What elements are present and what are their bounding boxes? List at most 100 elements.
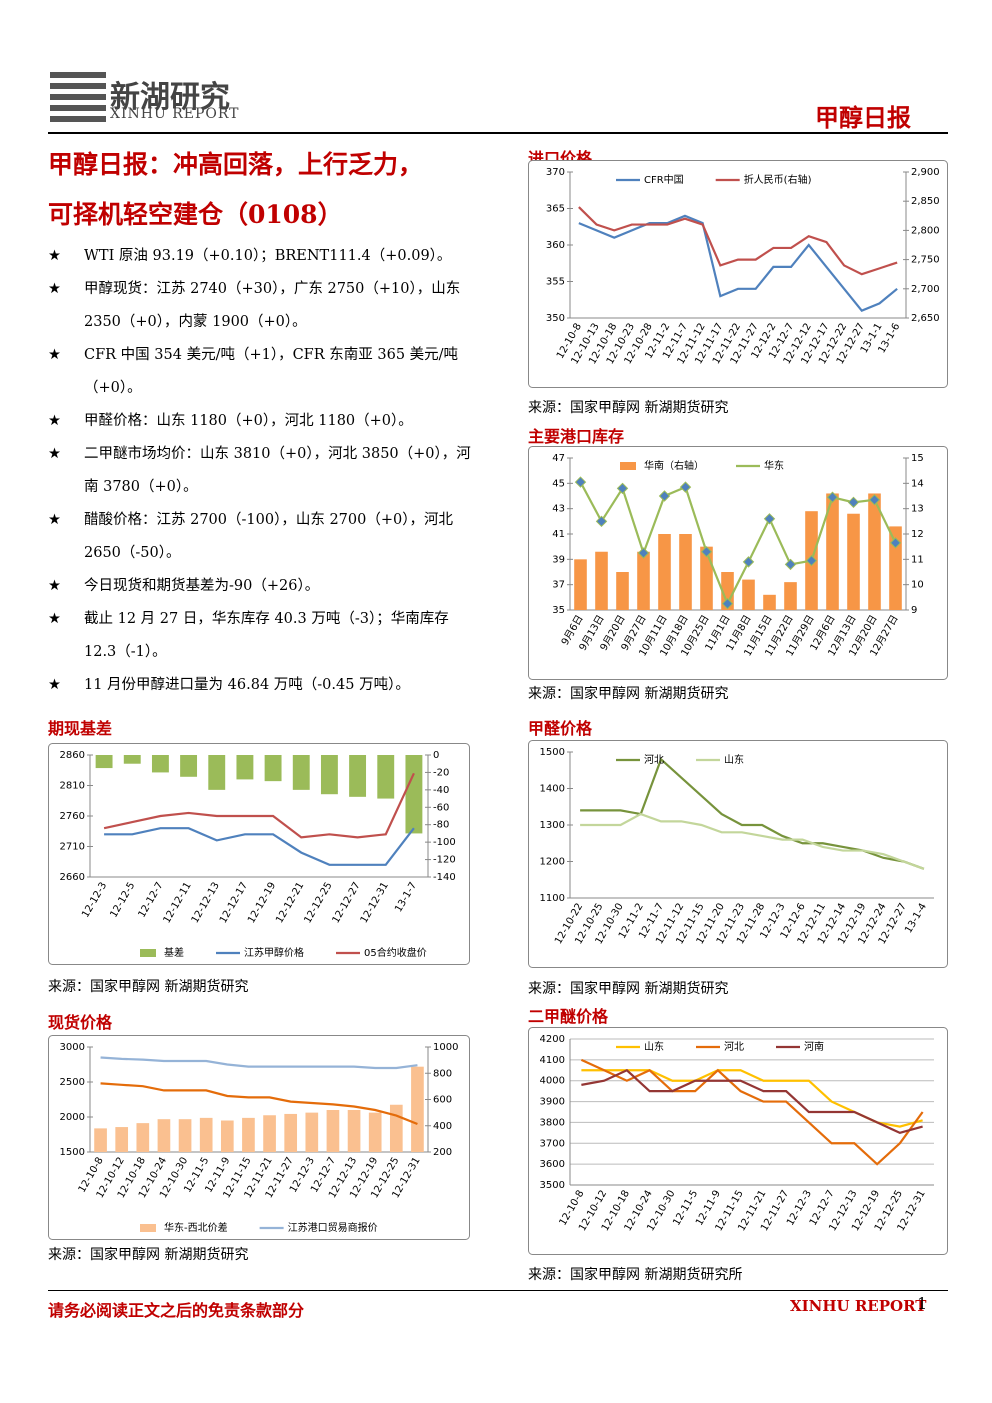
bar <box>157 1119 171 1152</box>
bar <box>847 513 860 610</box>
tick-label: 1100 <box>540 893 565 904</box>
tick-label: 13 <box>911 504 924 515</box>
tick-label: -100 <box>433 837 456 848</box>
tick-label: 43 <box>552 504 565 515</box>
line <box>579 481 897 607</box>
line <box>103 772 415 839</box>
legend-label: 基差 <box>164 946 184 959</box>
legend-label: 折人民币(右轴) <box>744 173 812 186</box>
title-line: 可择机轻空建仓（0108） <box>48 200 343 229</box>
brand: XINHU REPORT <box>790 1297 927 1315</box>
tick-label: 3900 <box>540 1097 565 1108</box>
bullet: CFR 中国 354 美元/吨（+1），CFR 东南亚 365 美元/吨（+0）… <box>48 339 478 405</box>
tick-label: 2,650 <box>911 313 940 324</box>
marker <box>658 490 671 502</box>
bar <box>347 1110 361 1152</box>
bar <box>889 526 902 610</box>
tick-label: 4200 <box>540 1034 565 1045</box>
tick-label: -80 <box>433 820 449 831</box>
logo-mark <box>50 72 106 122</box>
legend-label: CFR中国 <box>644 173 684 186</box>
tick-label: 15 <box>911 453 924 464</box>
bar <box>94 1128 107 1152</box>
tick-label: 41 <box>552 529 565 540</box>
disclaimer: 请务必阅读正文之后的免责条款部分 <box>48 1301 305 1320</box>
marker <box>700 546 713 558</box>
tick-label: 400 <box>433 1121 452 1132</box>
tick-label: 3800 <box>540 1117 565 1128</box>
bar <box>377 755 395 799</box>
tick-label: 2000 <box>60 1112 85 1123</box>
bar <box>763 594 776 610</box>
marker <box>784 558 797 571</box>
header-rule <box>48 132 948 134</box>
bar <box>263 1115 276 1152</box>
legend-swatch <box>140 1224 156 1232</box>
legend-swatch <box>140 949 156 957</box>
bar <box>242 1117 255 1152</box>
marker <box>721 597 734 610</box>
bar <box>700 546 713 610</box>
tick-label: 2710 <box>60 842 85 853</box>
bar <box>742 579 755 610</box>
tick-label: 1400 <box>540 784 565 795</box>
legend-label: 江苏甲醇价格 <box>244 946 304 959</box>
legend-label: 河南 <box>804 1040 824 1053</box>
chart-frame <box>528 160 948 388</box>
tick-label: 365 <box>546 204 565 215</box>
bar <box>220 1120 234 1152</box>
tick-label: 1500 <box>60 1147 85 1158</box>
tick-label: 2,850 <box>911 196 940 207</box>
legend-label: 华东 <box>764 459 784 472</box>
source-note: 来源：国家甲醇网 新湖期货研究 <box>528 686 729 702</box>
line <box>581 1068 923 1135</box>
legend-label: 河北 <box>724 1041 744 1053</box>
bar <box>180 755 198 777</box>
chart-frame <box>528 1027 948 1255</box>
tick-label: 0 <box>433 750 439 761</box>
tick-label: 2810 <box>60 781 85 792</box>
bullet: 二甲醚市场均价：山东 3810（+0），河北 3850（+0），河南 3780（… <box>48 438 478 504</box>
bullet: 甲醛价格：山东 1180（+0），河北 1180（+0）。 <box>48 405 478 438</box>
chart: 2660 2710 2760 2810 2860 -140 -120 -100 -80 -60 -4… <box>48 743 470 965</box>
tick-label: 360 <box>546 240 565 251</box>
tick-label: 45 <box>552 478 565 489</box>
source-note: 来源：国家甲醇网 新湖期货研究 <box>528 400 729 416</box>
tick-label: 3000 <box>60 1042 85 1053</box>
tick-label: 2760 <box>60 811 85 822</box>
section-heading: 主要港口库存 <box>528 427 625 446</box>
chart: 3500360037003800390040004100420012-10-81… <box>528 1027 948 1255</box>
tick-label: 355 <box>546 277 565 288</box>
tick-label: 600 <box>433 1095 452 1106</box>
chart-frame <box>48 743 470 965</box>
tick-label: -20 <box>433 767 449 778</box>
section-heading: 期现基差 <box>48 719 113 738</box>
bar <box>679 534 692 610</box>
bar <box>305 1112 319 1152</box>
line <box>104 827 415 866</box>
tick-label: 4000 <box>540 1076 565 1087</box>
tick-label: 35 <box>552 605 565 616</box>
section-heading: 现货价格 <box>48 1013 113 1032</box>
logo-cn: 新湖研究 <box>110 80 230 115</box>
tick-label: 12 <box>911 529 924 540</box>
marker <box>616 482 629 495</box>
legend-swatch <box>620 462 636 470</box>
chart-frame <box>528 446 948 680</box>
bar <box>405 755 423 834</box>
legend-label: 山东 <box>724 753 744 766</box>
legend-label: 河北 <box>644 754 664 766</box>
bullet-list: WTI 原油 93.19（+0.10）；BRENT111.4（+0.09）。甲醇… <box>48 240 478 702</box>
bar <box>784 582 797 610</box>
line <box>578 214 898 313</box>
marker <box>742 556 755 568</box>
tick-label: 2,800 <box>911 225 940 236</box>
bar <box>326 1110 340 1152</box>
tick-label: -40 <box>433 785 449 796</box>
line <box>578 206 898 276</box>
tick-label: 14 <box>911 478 924 489</box>
bar <box>368 1112 382 1152</box>
source-note: 来源：国家甲醇网 新湖期货研究 <box>48 979 249 995</box>
legend-label: 山东 <box>644 1040 664 1053</box>
legend-label: 华东-西北价差 <box>164 1221 228 1234</box>
